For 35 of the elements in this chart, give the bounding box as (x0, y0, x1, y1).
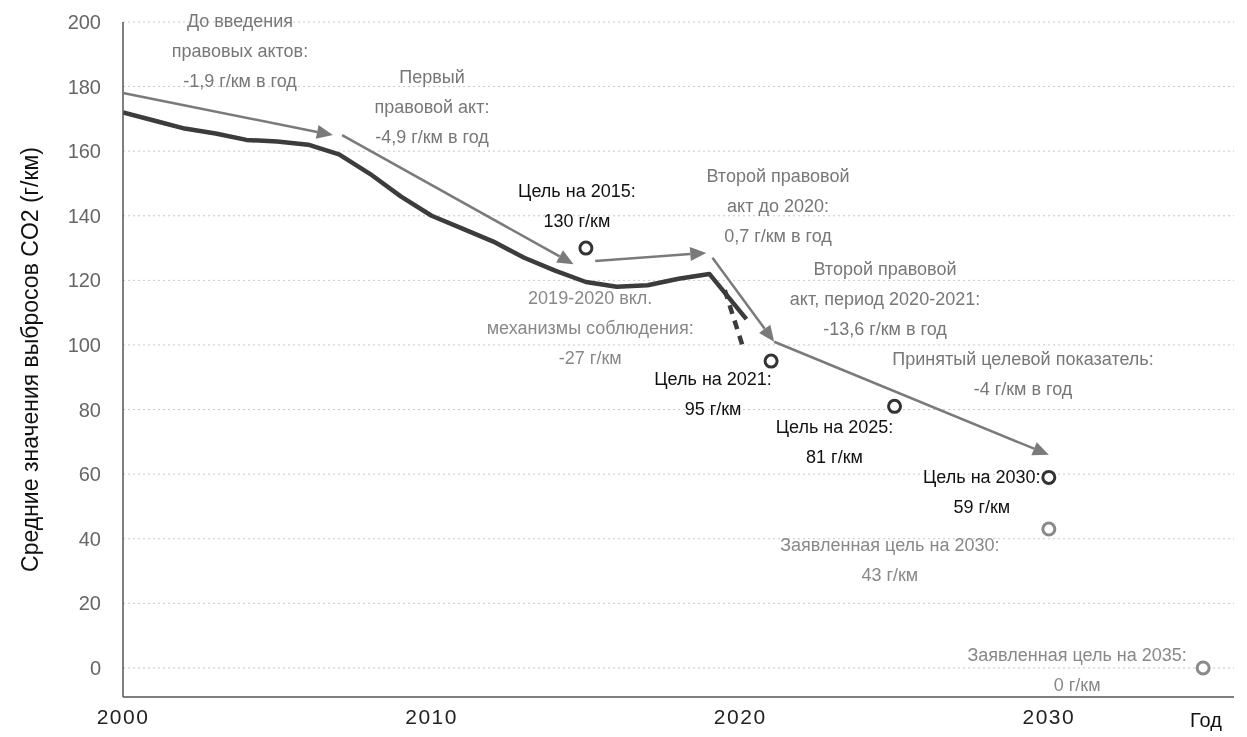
y-tick-label: 40 (78, 527, 101, 550)
annotation: Цель на 2021: 95 г/км (654, 368, 772, 419)
y-tick-label: 20 (78, 592, 101, 615)
y-tick-label: 120 (67, 269, 101, 292)
y-tick-label: 200 (67, 11, 101, 34)
point (578, 240, 594, 256)
y-tick-label: 80 (78, 398, 101, 421)
annotation: Первый правовой акт: -4,9 г/км в год (374, 66, 490, 147)
y-tick-label: 60 (78, 463, 101, 486)
annotation: Цель на 2025: 81 г/км (775, 417, 894, 468)
y-tick-label: 100 (67, 334, 101, 357)
annotation: Второй правовой акт, период 2020-2021: -13,6 г/км в год (789, 258, 981, 339)
y-axis-title: Средние значения выбросов CO2 (г/км) (17, 147, 44, 572)
annotation: Второй правовой акт до 2020: 0,7 г/км в год (706, 165, 850, 246)
annotation: Цель на 2030: 59 г/км (923, 467, 1041, 518)
x-tick-label: 2000 (96, 704, 150, 728)
annotation: Цель на 2015: 130 г/км (518, 180, 636, 231)
annotation: 2019-2020 вкл. механизмы соблюдения: -27 г/км (486, 287, 694, 368)
y-tick-label: 180 (67, 75, 101, 98)
annotation: Заявленная цель на 2035: 0 г/км (967, 644, 1187, 695)
x-tick-label: 2020 (713, 704, 767, 728)
point (887, 398, 903, 414)
x-axis-title: Год (1190, 709, 1223, 732)
y-tick-label: 0 (89, 657, 101, 680)
point (1041, 521, 1057, 537)
x-tick-label: 2030 (1022, 704, 1076, 728)
y-tick-label: 140 (67, 204, 101, 227)
annotation: Заявленная цель на 2030: 43 г/км (780, 534, 1000, 585)
x-tick-label: 2010 (405, 704, 458, 728)
point (1195, 660, 1211, 676)
point (763, 353, 779, 369)
annotation: До введения правовых актов: -1,9 г/км в год (171, 10, 309, 91)
y-tick-label: 160 (67, 140, 101, 163)
annotation: Принятый целевой показатель: -4 г/км в год (892, 348, 1154, 399)
point (1041, 469, 1057, 485)
